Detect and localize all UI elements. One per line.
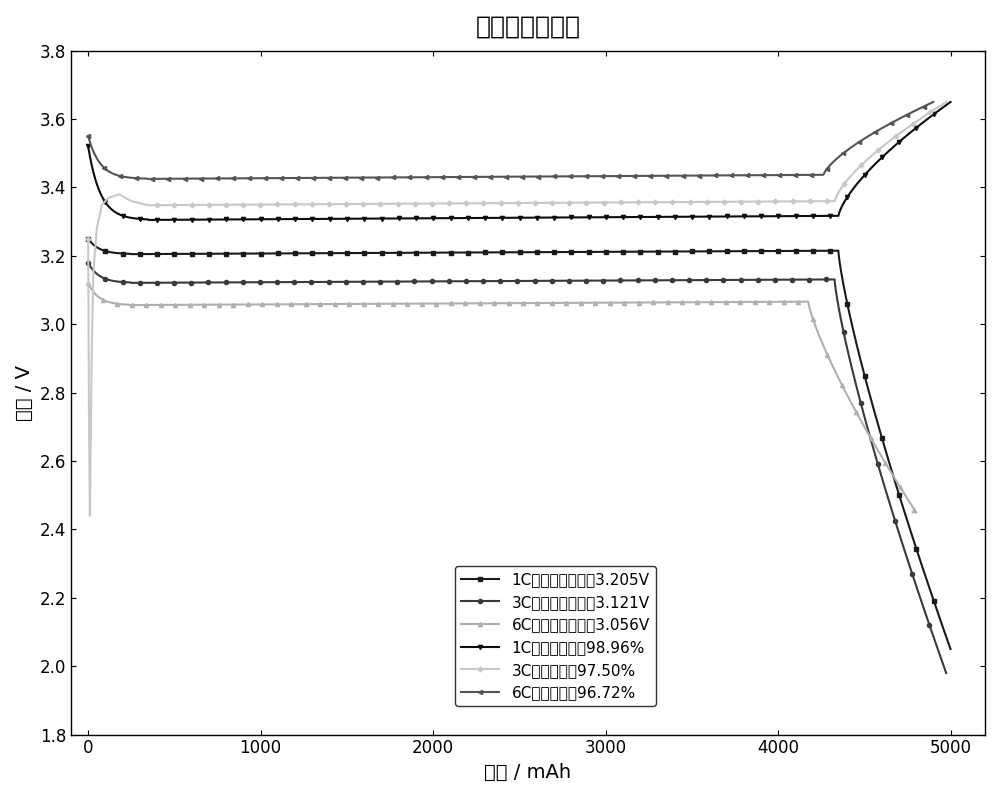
1C放电中值电压：3.205V: [126, 249, 138, 259]
3C充电恒流比97.50%: [724, 197, 736, 206]
Line: 1C充电恒流比：98.96%: 1C充电恒流比：98.96%: [86, 100, 953, 222]
6C放电中值电压：3.056V: [910, 508, 922, 517]
1C放电中值电压：3.205V: [919, 571, 931, 580]
1C放电中值电压：3.205V: [479, 248, 491, 257]
6C放电中值电压：3.056V: [82, 278, 94, 288]
1C充电恒流比：98.96%: [143, 215, 155, 225]
6C放电中值电压：3.056V: [734, 297, 746, 307]
6C充电恒流比96.72%: [82, 132, 94, 141]
6C充电恒流比96.72%: [141, 174, 153, 183]
1C充电恒流比：98.96%: [945, 97, 957, 107]
1C放电中值电压：3.205V: [761, 246, 773, 256]
3C放电中值电压：3.121V: [82, 258, 94, 268]
Line: 6C放电中值电压：3.056V: 6C放电中值电压：3.056V: [86, 281, 918, 514]
3C充电恒流比97.50%: [745, 197, 757, 206]
Line: 3C充电恒流比97.50%: 3C充电恒流比97.50%: [86, 100, 948, 517]
3C放电中值电压：3.121V: [499, 277, 511, 286]
Line: 1C放电中值电压：3.205V: 1C放电中值电压：3.205V: [86, 237, 953, 651]
1C放电中值电压：3.205V: [501, 248, 513, 257]
1C充电恒流比：98.96%: [502, 213, 514, 222]
3C充电恒流比97.50%: [340, 199, 352, 209]
1C放电中值电压：3.205V: [945, 644, 957, 654]
3C放电中值电压：3.121V: [126, 278, 138, 288]
Title: 倍率充放电曲线: 倍率充放电曲线: [475, 15, 580, 39]
3C充电恒流比97.50%: [798, 197, 810, 206]
Line: 3C放电中值电压：3.121V: 3C放电中值电压：3.121V: [86, 261, 948, 675]
1C充电恒流比：98.96%: [919, 116, 931, 125]
1C放电中值电压：3.205V: [82, 234, 94, 244]
3C放电中值电压：3.121V: [940, 668, 952, 677]
6C充电恒流比96.72%: [125, 173, 137, 183]
3C充电恒流比97.50%: [84, 511, 96, 520]
6C放电中值电压：3.056V: [485, 299, 497, 308]
Legend: 1C放电中值电压：3.205V, 3C放电中值电压：3.121V, 6C放电中值电压：3.056V, 1C充电恒流比：98.96%, 3C充电恒流比97.50%: 1C放电中值电压：3.205V, 3C放电中值电压：3.121V, 6C放电中值…: [455, 566, 656, 706]
1C充电恒流比：98.96%: [920, 116, 932, 125]
3C充电恒流比97.50%: [82, 234, 94, 244]
1C放电中值电压：3.205V: [919, 571, 931, 581]
X-axis label: 容量 / mAh: 容量 / mAh: [484, 763, 572, 782]
3C放电中值电压：3.121V: [915, 595, 927, 605]
1C充电恒流比：98.96%: [126, 214, 138, 223]
3C充电恒流比97.50%: [850, 166, 862, 175]
6C充电恒流比96.72%: [494, 172, 506, 182]
6C充电恒流比96.72%: [748, 171, 760, 180]
3C充电恒流比97.50%: [171, 200, 183, 210]
3C放电中值电压：3.121V: [477, 277, 489, 286]
6C放电中值电压：3.056V: [463, 299, 475, 308]
6C放电中值电压：3.056V: [886, 469, 898, 478]
1C充电恒流比：98.96%: [479, 213, 491, 222]
6C充电恒流比96.72%: [927, 97, 939, 107]
6C充电恒流比96.72%: [903, 109, 915, 119]
3C放电中值电压：3.121V: [758, 275, 770, 285]
1C充电恒流比：98.96%: [82, 142, 94, 151]
6C充电恒流比96.72%: [903, 109, 915, 119]
1C充电恒流比：98.96%: [762, 211, 774, 221]
3C放电中值电压：3.121V: [915, 596, 927, 606]
6C放电中值电压：3.056V: [124, 300, 136, 310]
6C充电恒流比96.72%: [471, 172, 483, 182]
Y-axis label: 电压 / V: 电压 / V: [15, 364, 34, 421]
6C放电中值电压：3.056V: [886, 469, 898, 479]
Line: 6C充电恒流比96.72%: 6C充电恒流比96.72%: [86, 100, 935, 181]
3C充电恒流比97.50%: [940, 97, 952, 107]
